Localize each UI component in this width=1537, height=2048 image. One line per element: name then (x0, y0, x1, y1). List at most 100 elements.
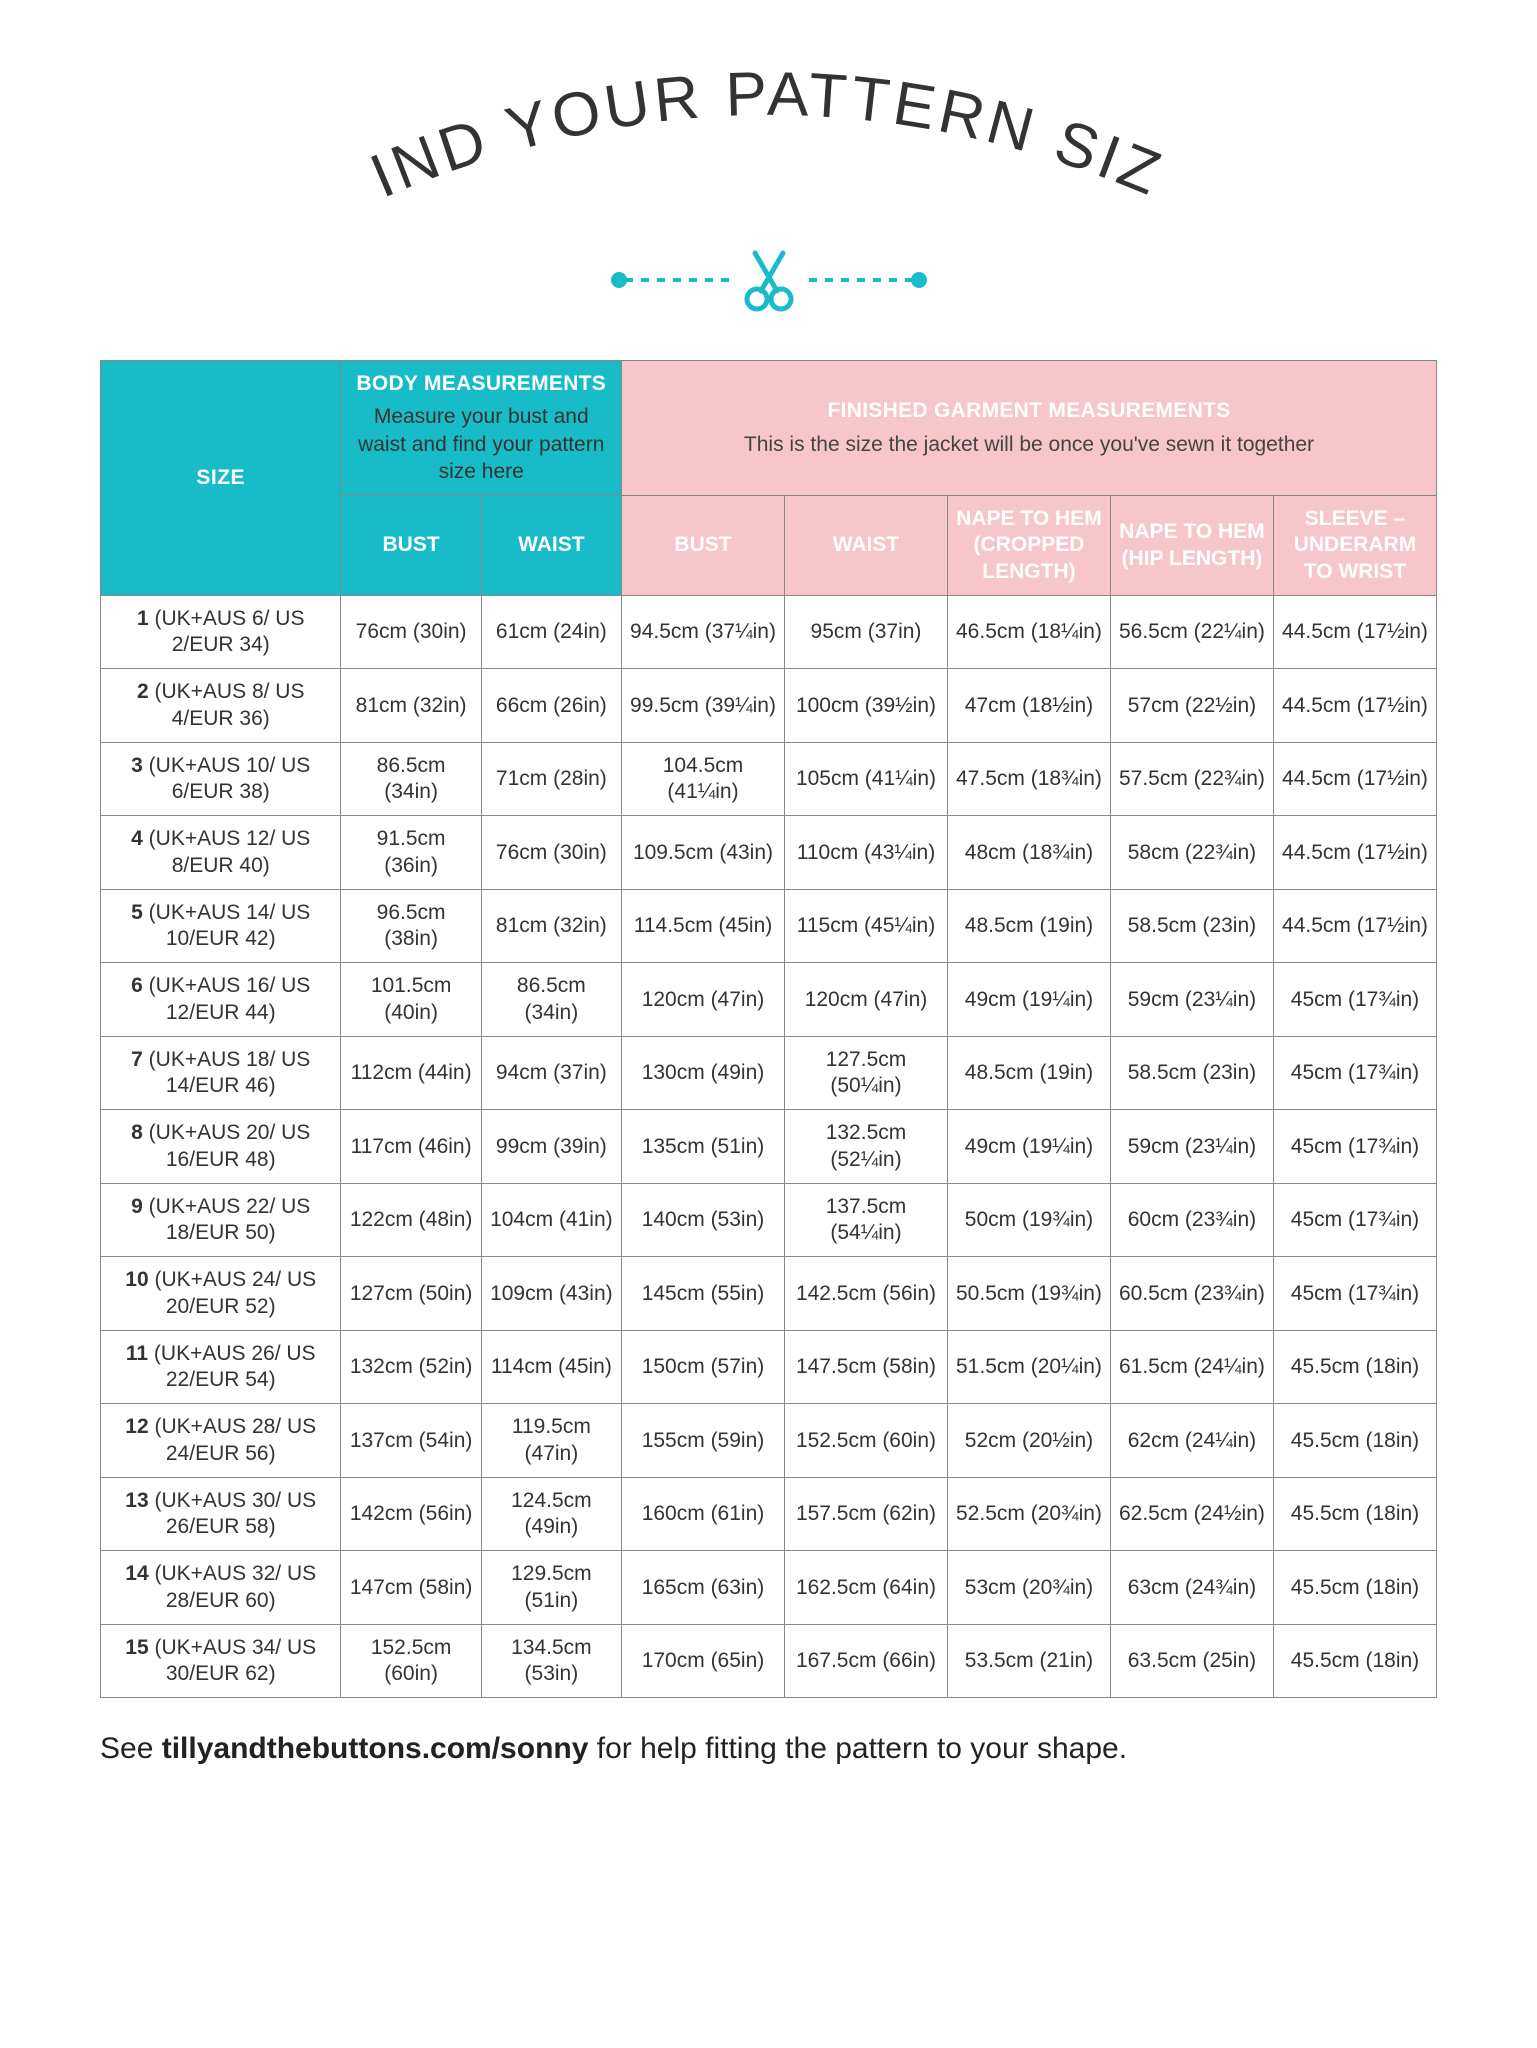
size-label: (UK+AUS 28/ US 24/EUR 56) (155, 1415, 317, 1464)
cell-measurement: 86.5cm (34in) (341, 742, 481, 816)
cell-measurement: 137cm (54in) (341, 1404, 481, 1478)
cell-measurement: 120cm (47in) (622, 963, 785, 1037)
cell-measurement: 134.5cm (53in) (481, 1624, 621, 1698)
cell-measurement: 51.5cm (20¼in) (947, 1330, 1110, 1404)
arched-title: FIND YOUR PATTERN SIZE (319, 60, 1219, 210)
cell-measurement: 58cm (22¾in) (1110, 816, 1273, 890)
footer-post: for help fitting the pattern to your sha… (588, 1732, 1127, 1765)
cell-measurement: 109cm (43in) (481, 1257, 621, 1331)
cell-size: 3 (UK+AUS 10/ US 6/EUR 38) (101, 742, 341, 816)
table-row: 10 (UK+AUS 24/ US 20/EUR 52) 127cm (50in)… (101, 1257, 1437, 1331)
cell-measurement: 49cm (19¼in) (947, 1110, 1110, 1184)
table-row: 9 (UK+AUS 22/ US 18/EUR 50)122cm (48in)1… (101, 1183, 1437, 1257)
table-body: 1 (UK+AUS 6/ US 2/EUR 34)76cm (30in)61cm… (101, 595, 1437, 1698)
cell-measurement: 94cm (37in) (481, 1036, 621, 1110)
size-number: 5 (131, 901, 149, 924)
scissors-icon (589, 245, 949, 315)
header-body-sub: Measure your bust and waist and find you… (347, 403, 615, 485)
cell-measurement: 162.5cm (64in) (784, 1551, 947, 1625)
footer-link-text: tillyandthebuttons.com/sonny (162, 1732, 589, 1765)
size-label: (UK+AUS 8/ US 4/EUR 36) (155, 680, 305, 729)
table-row: 12 (UK+AUS 28/ US 24/EUR 56)137cm (54in)… (101, 1404, 1437, 1478)
cell-measurement: 132cm (52in) (341, 1330, 481, 1404)
cell-measurement: 119.5cm (47in) (481, 1404, 621, 1478)
cell-measurement: 137.5cm (54¼in) (784, 1183, 947, 1257)
cell-measurement: 62.5cm (24½in) (1110, 1477, 1273, 1551)
cell-measurement: 109.5cm (43in) (622, 816, 785, 890)
size-label: (UK+AUS 32/ US 28/EUR 60) (155, 1562, 317, 1611)
cell-measurement: 135cm (51in) (622, 1110, 785, 1184)
cell-measurement: 53.5cm (21in) (947, 1624, 1110, 1698)
cell-measurement: 44.5cm (17½in) (1273, 595, 1436, 669)
cell-measurement: 155cm (59in) (622, 1404, 785, 1478)
cell-size: 4 (UK+AUS 12/ US 8/EUR 40) (101, 816, 341, 890)
cell-measurement: 57cm (22½in) (1110, 669, 1273, 743)
cell-measurement: 132.5cm (52¼in) (784, 1110, 947, 1184)
size-label: (UK+AUS 12/ US 8/EUR 40) (149, 827, 311, 876)
cell-measurement: 71cm (28in) (481, 742, 621, 816)
cell-size: 12 (UK+AUS 28/ US 24/EUR 56) (101, 1404, 341, 1478)
cell-size: 1 (UK+AUS 6/ US 2/EUR 34) (101, 595, 341, 669)
cell-measurement: 45cm (17¾in) (1273, 1257, 1436, 1331)
cell-measurement: 48cm (18¾in) (947, 816, 1110, 890)
cell-measurement: 105cm (41¼in) (784, 742, 947, 816)
size-number: 10 (125, 1268, 154, 1291)
cell-measurement: 45cm (17¾in) (1273, 1110, 1436, 1184)
cell-measurement: 99cm (39in) (481, 1110, 621, 1184)
cell-measurement: 45.5cm (18in) (1273, 1330, 1436, 1404)
cell-measurement: 45.5cm (18in) (1273, 1404, 1436, 1478)
size-number: 15 (125, 1636, 154, 1659)
size-label: (UK+AUS 22/ US 18/EUR 50) (149, 1195, 311, 1244)
size-number: 12 (125, 1415, 154, 1438)
cell-size: 7 (UK+AUS 18/ US 14/EUR 46) (101, 1036, 341, 1110)
cell-measurement: 145cm (55in) (622, 1257, 785, 1331)
cell-measurement: 104cm (41in) (481, 1183, 621, 1257)
header-fin-title: FINISHED GARMENT MEASUREMENTS (628, 398, 1430, 424)
size-label: (UK+AUS 34/ US 30/EUR 62) (155, 1636, 317, 1685)
size-number: 8 (131, 1121, 149, 1144)
cell-measurement: 49cm (19¼in) (947, 963, 1110, 1037)
table-row: 3 (UK+AUS 10/ US 6/EUR 38)86.5cm (34in)7… (101, 742, 1437, 816)
size-number: 4 (131, 827, 149, 850)
size-number: 2 (137, 680, 155, 703)
cell-measurement: 56.5cm (22¼in) (1110, 595, 1273, 669)
size-number: 3 (131, 754, 149, 777)
cell-measurement: 150cm (57in) (622, 1330, 785, 1404)
table-row: 7 (UK+AUS 18/ US 14/EUR 46)112cm (44in)9… (101, 1036, 1437, 1110)
table-row: 14 (UK+AUS 32/ US 28/EUR 60)147cm (58in)… (101, 1551, 1437, 1625)
cell-measurement: 104.5cm (41¼in) (622, 742, 785, 816)
cell-measurement: 167.5cm (66in) (784, 1624, 947, 1698)
table-row: 2 (UK+AUS 8/ US 4/EUR 36)81cm (32in)66cm… (101, 669, 1437, 743)
cell-measurement: 140cm (53in) (622, 1183, 785, 1257)
size-number: 6 (131, 974, 149, 997)
cell-measurement: 96.5cm (38in) (341, 889, 481, 963)
cell-measurement: 45.5cm (18in) (1273, 1551, 1436, 1625)
size-label: (UK+AUS 30/ US 26/EUR 58) (155, 1489, 317, 1538)
cell-measurement: 115cm (45¼in) (784, 889, 947, 963)
subhead-body-waist: WAIST (481, 496, 621, 596)
cell-measurement: 129.5cm (51in) (481, 1551, 621, 1625)
cell-measurement: 101.5cm (40in) (341, 963, 481, 1037)
size-number: 13 (125, 1489, 154, 1512)
cell-measurement: 86.5cm (34in) (481, 963, 621, 1037)
subhead-fin-sleeve: SLEEVE – UNDERARM TO WRIST (1273, 496, 1436, 596)
cell-measurement: 94.5cm (37¼in) (622, 595, 785, 669)
cell-size: 2 (UK+AUS 8/ US 4/EUR 36) (101, 669, 341, 743)
size-label: (UK+AUS 24/ US 20/EUR 52) (155, 1268, 317, 1317)
cell-measurement: 50.5cm (19¾in) (947, 1257, 1110, 1331)
cell-measurement: 76cm (30in) (341, 595, 481, 669)
cell-measurement: 157.5cm (62in) (784, 1477, 947, 1551)
size-label: (UK+AUS 10/ US 6/EUR 38) (149, 754, 311, 803)
cell-measurement: 76cm (30in) (481, 816, 621, 890)
cell-measurement: 58.5cm (23in) (1110, 1036, 1273, 1110)
cell-measurement: 62cm (24¼in) (1110, 1404, 1273, 1478)
header-finished: FINISHED GARMENT MEASUREMENTS This is th… (622, 361, 1437, 496)
cell-measurement: 63cm (24¾in) (1110, 1551, 1273, 1625)
cell-measurement: 147cm (58in) (341, 1551, 481, 1625)
size-label: (UK+AUS 18/ US 14/EUR 46) (149, 1048, 311, 1097)
cell-measurement: 44.5cm (17½in) (1273, 816, 1436, 890)
cell-measurement: 52.5cm (20¾in) (947, 1477, 1110, 1551)
cell-measurement: 44.5cm (17½in) (1273, 669, 1436, 743)
cell-measurement: 127cm (50in) (341, 1257, 481, 1331)
cell-measurement: 99.5cm (39¼in) (622, 669, 785, 743)
